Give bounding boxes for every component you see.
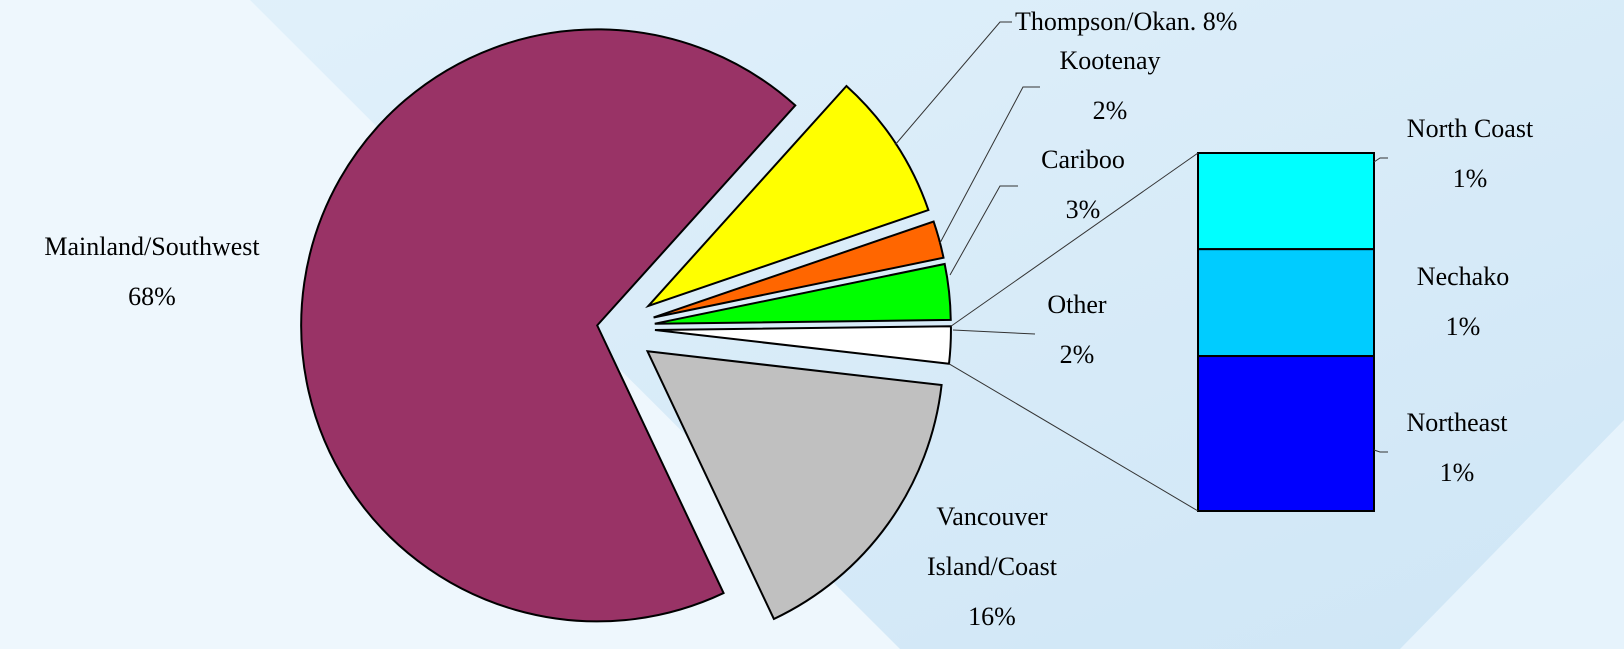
label-value: 2%	[1059, 340, 1095, 369]
label-value: 68%	[128, 282, 176, 311]
label-name: Kootenay	[1059, 46, 1161, 75]
pie-slice	[653, 220, 945, 319]
leader-line	[1373, 157, 1388, 163]
background-band	[1400, 420, 1624, 649]
leader-line	[939, 86, 1040, 244]
slice-label: Other 2%	[967, 280, 1187, 380]
slice-label: Thompson/Okan. 8%	[1015, 0, 1237, 47]
pie-slice	[654, 325, 952, 365]
label-value: 16%	[968, 602, 1016, 631]
leader-line	[952, 329, 1036, 335]
label-value: 3%	[1065, 195, 1101, 224]
label-value: 1%	[1439, 458, 1475, 487]
pie-slice	[645, 350, 943, 621]
bar-segment	[1197, 152, 1375, 251]
bar-segment	[1197, 248, 1375, 358]
slice-label: Kootenay 2%	[1000, 36, 1220, 136]
bar-segment	[1197, 355, 1375, 512]
label-name: Northeast	[1406, 408, 1508, 437]
pie-slice	[300, 28, 797, 623]
label-name: Mainland/Southwest	[44, 232, 260, 261]
leader-lines	[894, 21, 1388, 453]
label-name: Nechako	[1416, 262, 1510, 291]
slice-label: Vancouver Island/Coast 16%	[897, 492, 1087, 642]
label-value: 1%	[1445, 312, 1481, 341]
slice-label: Cariboo 3%	[973, 135, 1193, 235]
bar-label: Northeast 1%	[1347, 398, 1567, 498]
leader-line	[949, 185, 1018, 276]
leader-line	[894, 21, 1012, 146]
label-value: 1%	[1452, 164, 1488, 193]
label-value: 2%	[1092, 96, 1128, 125]
label-value: 8%	[1202, 7, 1238, 36]
pie-slice	[645, 84, 930, 309]
plot	[300, 28, 1375, 623]
bar-label: North Coast 1%	[1360, 104, 1580, 204]
pie-slice	[654, 262, 952, 325]
slice-label: Mainland/Southwest 68%	[0, 222, 312, 322]
bar-label: Nechako 1%	[1353, 252, 1573, 352]
connector-line	[950, 152, 1199, 327]
connector-line	[948, 363, 1199, 512]
label-name: Thompson/Okan.	[1015, 7, 1197, 36]
label-name: Cariboo	[1041, 145, 1125, 174]
leader-line	[1373, 449, 1388, 453]
label-name: Other	[1047, 290, 1107, 319]
label-name: Vancouver Island/Coast	[927, 502, 1057, 581]
label-name: North Coast	[1406, 114, 1534, 143]
